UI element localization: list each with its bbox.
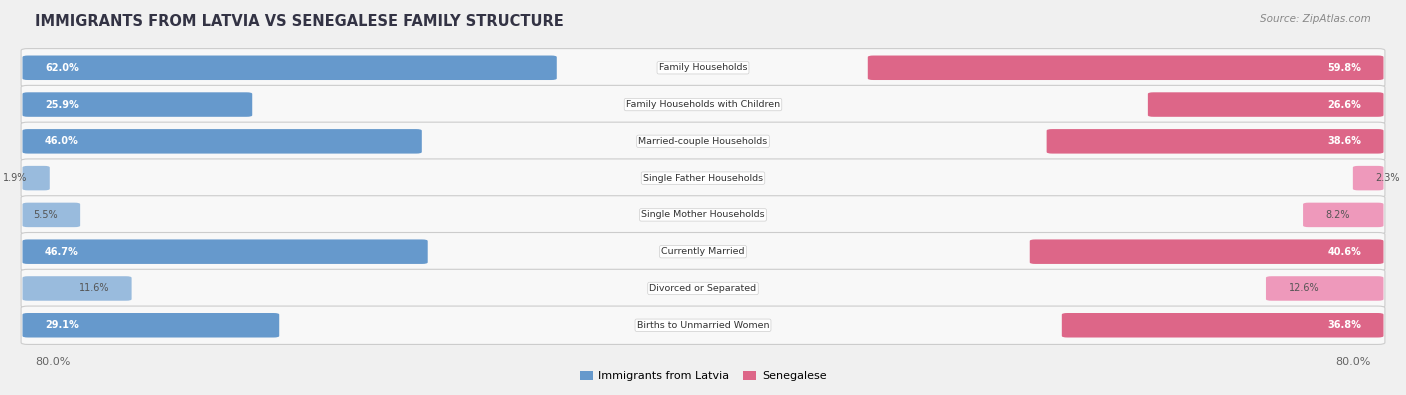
- FancyBboxPatch shape: [868, 56, 1384, 80]
- FancyBboxPatch shape: [22, 56, 557, 80]
- Text: Family Households: Family Households: [659, 63, 747, 72]
- Text: Currently Married: Currently Married: [661, 247, 745, 256]
- Text: 62.0%: 62.0%: [45, 63, 79, 73]
- FancyBboxPatch shape: [22, 166, 49, 190]
- Text: 5.5%: 5.5%: [32, 210, 58, 220]
- Text: 11.6%: 11.6%: [79, 284, 110, 293]
- FancyBboxPatch shape: [1046, 129, 1384, 154]
- Text: 8.2%: 8.2%: [1326, 210, 1350, 220]
- FancyBboxPatch shape: [21, 122, 1385, 160]
- Text: 25.9%: 25.9%: [45, 100, 79, 109]
- Text: 46.0%: 46.0%: [45, 136, 79, 146]
- Text: 26.6%: 26.6%: [1327, 100, 1361, 109]
- Text: Married-couple Households: Married-couple Households: [638, 137, 768, 146]
- Text: Single Mother Households: Single Mother Households: [641, 211, 765, 219]
- FancyBboxPatch shape: [22, 313, 280, 337]
- FancyBboxPatch shape: [1029, 239, 1384, 264]
- FancyBboxPatch shape: [21, 269, 1385, 308]
- Text: 80.0%: 80.0%: [1336, 357, 1371, 367]
- FancyBboxPatch shape: [21, 196, 1385, 234]
- Text: IMMIGRANTS FROM LATVIA VS SENEGALESE FAMILY STRUCTURE: IMMIGRANTS FROM LATVIA VS SENEGALESE FAM…: [35, 14, 564, 29]
- FancyBboxPatch shape: [1147, 92, 1384, 117]
- FancyBboxPatch shape: [22, 276, 132, 301]
- Legend: Immigrants from Latvia, Senegalese: Immigrants from Latvia, Senegalese: [575, 366, 831, 386]
- FancyBboxPatch shape: [21, 85, 1385, 124]
- Text: Births to Unmarried Women: Births to Unmarried Women: [637, 321, 769, 330]
- FancyBboxPatch shape: [21, 159, 1385, 197]
- FancyBboxPatch shape: [21, 306, 1385, 344]
- FancyBboxPatch shape: [21, 233, 1385, 271]
- Text: 2.3%: 2.3%: [1375, 173, 1400, 183]
- Text: 36.8%: 36.8%: [1327, 320, 1361, 330]
- Text: Divorced or Separated: Divorced or Separated: [650, 284, 756, 293]
- FancyBboxPatch shape: [22, 239, 427, 264]
- FancyBboxPatch shape: [1265, 276, 1384, 301]
- Text: 29.1%: 29.1%: [45, 320, 79, 330]
- FancyBboxPatch shape: [21, 49, 1385, 87]
- FancyBboxPatch shape: [22, 129, 422, 154]
- Text: 12.6%: 12.6%: [1288, 284, 1319, 293]
- FancyBboxPatch shape: [1353, 166, 1384, 190]
- FancyBboxPatch shape: [22, 92, 252, 117]
- Text: 40.6%: 40.6%: [1327, 247, 1361, 257]
- Text: Source: ZipAtlas.com: Source: ZipAtlas.com: [1260, 14, 1371, 24]
- FancyBboxPatch shape: [1062, 313, 1384, 337]
- Text: 80.0%: 80.0%: [35, 357, 70, 367]
- Text: Single Father Households: Single Father Households: [643, 174, 763, 182]
- FancyBboxPatch shape: [22, 203, 80, 227]
- Text: Family Households with Children: Family Households with Children: [626, 100, 780, 109]
- FancyBboxPatch shape: [1303, 203, 1384, 227]
- Text: 1.9%: 1.9%: [3, 173, 27, 183]
- Text: 59.8%: 59.8%: [1327, 63, 1361, 73]
- Text: 46.7%: 46.7%: [45, 247, 79, 257]
- Text: 38.6%: 38.6%: [1327, 136, 1361, 146]
